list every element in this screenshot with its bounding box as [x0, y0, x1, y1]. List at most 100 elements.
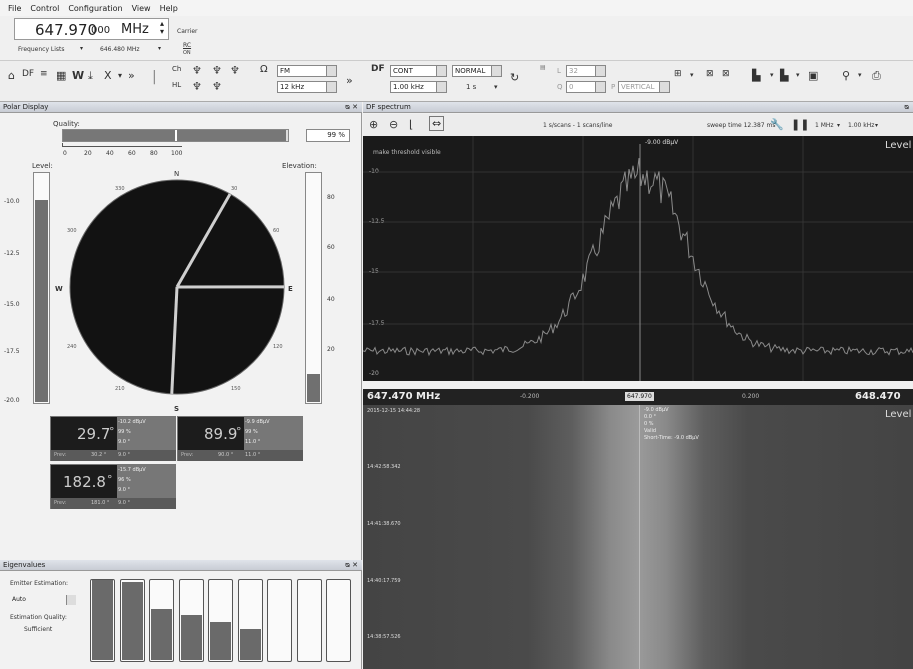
menu-configuration[interactable]: Configuration — [68, 4, 122, 13]
frequency-lists-dropdown-icon[interactable]: ▾ — [80, 45, 83, 52]
step-value[interactable]: 1.00 kHz — [848, 122, 874, 129]
readout-elev: 9.0 ° — [118, 487, 130, 493]
forward-icon[interactable]: » — [128, 69, 135, 82]
readout-value: 29.7 — [77, 425, 110, 443]
estimation-quality-value: Sufficient — [24, 626, 52, 633]
panel-close-icon[interactable]: ᴓ — [904, 102, 909, 113]
home-icon[interactable]: ⌂ — [8, 69, 15, 82]
level-tick: -17.5 — [4, 348, 20, 355]
demod-select[interactable]: FM — [277, 65, 337, 77]
df-time-dropdown-icon[interactable]: ▾ — [494, 83, 498, 91]
antenna2-icon[interactable]: ♆ — [212, 64, 222, 77]
grid2-icon[interactable]: ⊠ — [722, 69, 730, 79]
emitter-select[interactable]: Auto — [10, 595, 76, 607]
fit-icon[interactable]: ⌊ — [409, 118, 413, 131]
compass-w: W — [55, 285, 63, 293]
frequency-lists-label[interactable]: Frequency Lists — [18, 46, 65, 53]
scale-icon[interactable]: ⊞ — [674, 69, 682, 79]
bearing-readout-1[interactable]: 29.7 ° -10.2 dBµV 99 % 9.0 ° Prev: 30.2 … — [50, 416, 176, 461]
chart2-dropdown-icon[interactable]: ▾ — [796, 71, 800, 79]
azimuth-tick: 240 — [67, 344, 77, 350]
dropdown-icon[interactable]: ▾ — [118, 71, 122, 80]
step-dropdown-icon[interactable]: ▾ — [875, 122, 878, 129]
pause-icon[interactable]: ❚❚ — [791, 118, 809, 131]
expand-icon[interactable]: » — [346, 74, 353, 87]
quality-bar — [62, 129, 289, 142]
eigen-gauge-4 — [179, 579, 204, 662]
zoom-in-icon[interactable]: ⊕ — [369, 118, 378, 131]
antenna3-icon[interactable]: ♆ — [230, 64, 240, 77]
df-mode-select[interactable]: CONT — [390, 65, 447, 77]
headphones-icon[interactable]: Ω — [260, 64, 268, 75]
frequency-suffix: 000 — [91, 25, 110, 36]
scale-dropdown-icon[interactable]: ▾ — [690, 71, 694, 79]
readout-unit: ° — [107, 473, 113, 486]
readout-level: -15.7 dBµV — [118, 467, 146, 473]
frequency-mode[interactable]: Carrier — [177, 28, 198, 35]
separator-icon: | — [152, 69, 157, 85]
antenna5-icon[interactable]: ♆ — [212, 80, 222, 93]
emitter-label: Emitter Estimation: — [10, 580, 68, 587]
frequency-spin-icon[interactable]: ▴ ▾ — [160, 20, 164, 36]
grid-icon[interactable]: ⊠ — [706, 69, 714, 79]
chart-icon[interactable]: ▙ — [752, 69, 760, 82]
waterfall-timestamp: 14:40:17.759 — [367, 578, 401, 584]
axis-center-freq[interactable]: 647.970 — [625, 392, 654, 401]
span-value[interactable]: 1 MHz — [815, 122, 834, 129]
print-icon[interactable]: ⎙ — [872, 69, 881, 83]
pol-select[interactable]: VERTICAL — [618, 81, 670, 93]
wrench-icon[interactable]: 🔧 — [770, 118, 784, 131]
cw-icon[interactable]: ≡ — [40, 69, 48, 79]
readout-prev-el: 11.0 ° — [245, 452, 260, 458]
rc-sub: ON — [183, 50, 191, 56]
zoom-out-icon[interactable]: ⊖ — [389, 118, 398, 131]
q-input[interactable]: 0 — [566, 81, 606, 93]
w-icon[interactable]: W — [72, 69, 84, 82]
df-icon[interactable]: DF — [22, 69, 34, 79]
compass-n: N — [174, 170, 179, 178]
compass-s: S — [174, 405, 179, 413]
spectrum-plot[interactable]: make threshold visible -9.00 dBµV Level … — [363, 136, 913, 381]
elevation-tick: 60 — [327, 244, 335, 251]
pan-icon[interactable]: ⇔ — [429, 116, 444, 131]
frequency-input[interactable]: 647.970 000 MHz ▴ ▾ — [14, 18, 169, 40]
chart-dropdown-icon[interactable]: ▾ — [770, 71, 774, 79]
bearing-readout-2[interactable]: 89.9 ° -9.9 dBµV 99 % 11.0 ° Prev: 90.0 … — [177, 416, 303, 461]
quality-tick-40: 40 — [106, 150, 114, 157]
panel-close-icon[interactable]: ᴓ ✕ — [345, 560, 358, 571]
zoom-icon[interactable]: ⚲ — [842, 69, 850, 82]
frequency-list-dropdown-icon[interactable]: ▾ — [158, 45, 161, 52]
df-label: DF — [371, 64, 385, 74]
antenna4-icon[interactable]: ♆ — [192, 80, 202, 93]
span-dropdown-icon[interactable]: ▾ — [837, 122, 840, 129]
df-bw-select[interactable]: 1.00 kHz — [390, 81, 447, 93]
bearing-readout-3[interactable]: 182.8 ° -15.7 dBµV 96 % 9.0 ° Prev: 181.… — [50, 464, 176, 509]
waterfall-plot[interactable]: 2015-12-15 14:44:28 14:42:58.342 14:41:3… — [363, 405, 913, 669]
menu-control[interactable]: Control — [30, 4, 59, 13]
l-input[interactable]: 32 — [566, 65, 606, 77]
refresh-icon[interactable]: ↻ — [510, 71, 519, 84]
df-normal-select[interactable]: NORMAL — [452, 65, 502, 77]
rc-label[interactable]: RC — [183, 42, 191, 49]
level-tick: -20.0 — [4, 397, 20, 404]
ch-icon[interactable]: Ch — [172, 65, 181, 73]
menu-help[interactable]: Help — [160, 4, 178, 13]
demod-bw-select[interactable]: 12 kHz — [277, 81, 337, 93]
bars-icon[interactable]: ▦ — [56, 69, 66, 82]
frequency-list-value[interactable]: 646.480 MHz — [100, 46, 140, 53]
estimation-quality-label: Estimation Quality: — [10, 614, 67, 621]
arrow-icon[interactable]: ⤓ — [88, 69, 93, 83]
zoom-dropdown-icon[interactable]: ▾ — [858, 71, 862, 79]
menu-file[interactable]: File — [8, 4, 21, 13]
chart2-icon[interactable]: ▙ — [780, 69, 788, 82]
df-time[interactable]: 1 s — [466, 83, 476, 91]
waterfall-level-label: Level — [885, 409, 911, 420]
antenna-icon[interactable]: ♆ — [192, 64, 202, 77]
x-icon[interactable]: Ⅹ — [104, 69, 112, 82]
hl-icon[interactable]: HL — [172, 81, 181, 89]
menu-view[interactable]: View — [132, 4, 151, 13]
polar-panel-header: Polar Display ᴓ ✕ — [0, 102, 362, 113]
elevation-bar — [305, 172, 322, 404]
window-icon[interactable]: ▣ — [808, 69, 818, 82]
panel-close-icon[interactable]: ᴓ ✕ — [345, 102, 358, 113]
